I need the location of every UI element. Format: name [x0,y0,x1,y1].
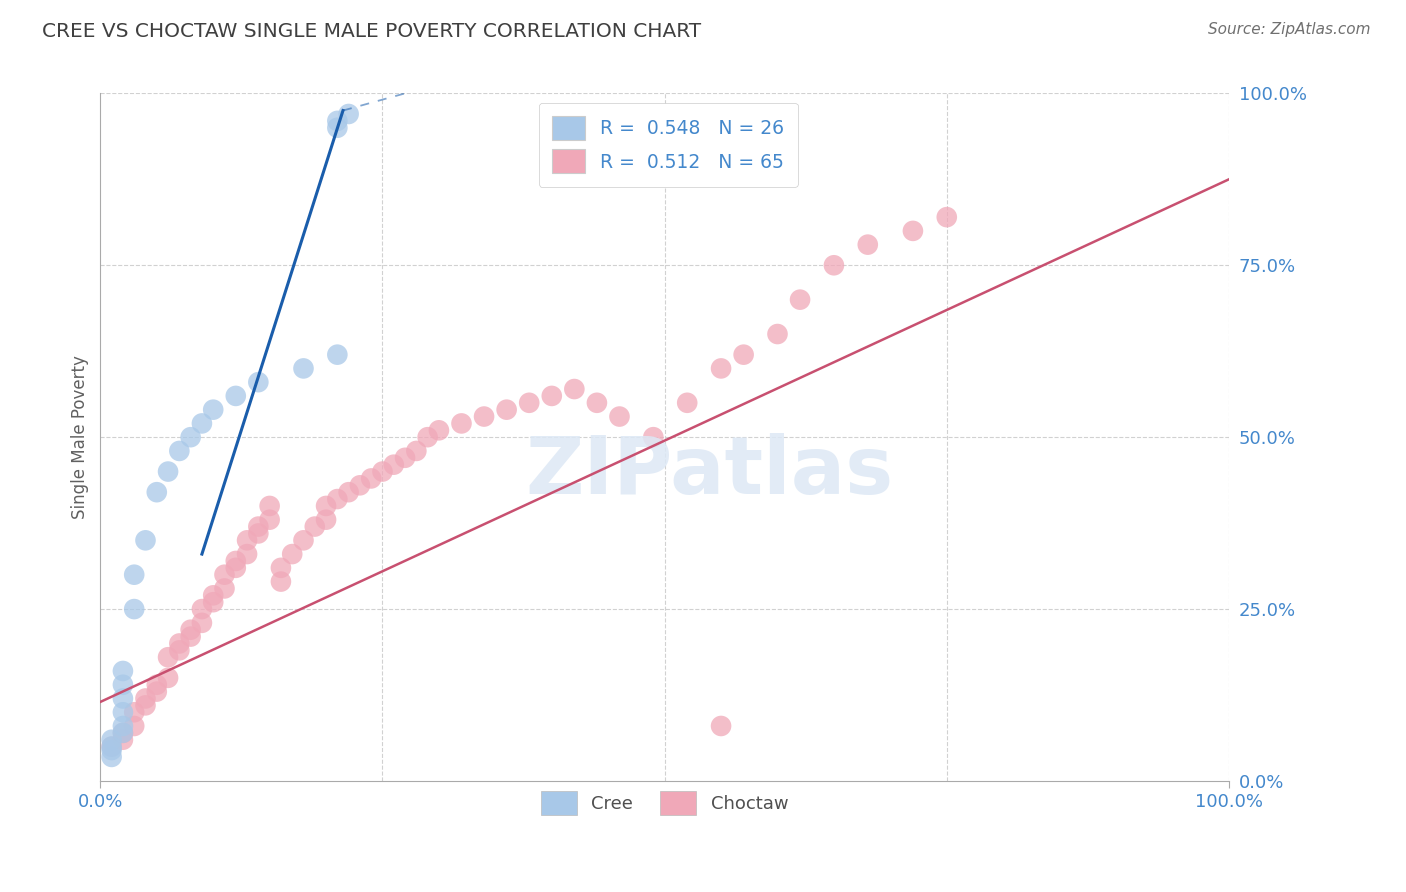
Point [247,519,270,533]
Point [122,567,145,582]
Point [450,417,472,431]
Point [191,602,214,616]
Point [315,499,337,513]
Point [169,444,191,458]
Point [100,750,122,764]
Point [191,417,214,431]
Point [100,743,122,757]
Point [259,513,281,527]
Point [472,409,495,424]
Point [157,650,180,665]
Point [326,113,349,128]
Point [609,409,631,424]
Point [766,326,789,341]
Point [111,691,134,706]
Point [236,547,259,561]
Point [111,732,134,747]
Point [394,450,416,465]
Point [382,458,405,472]
Point [111,678,134,692]
Point [111,719,134,733]
Point [495,402,517,417]
Point [100,732,122,747]
Point [202,588,225,602]
Point [676,396,699,410]
Point [259,499,281,513]
Point [789,293,811,307]
Text: Source: ZipAtlas.com: Source: ZipAtlas.com [1208,22,1371,37]
Point [122,705,145,719]
Point [169,636,191,650]
Point [371,465,394,479]
Point [710,361,733,376]
Point [169,643,191,657]
Point [349,478,371,492]
Point [214,582,236,596]
Point [405,444,427,458]
Point [202,595,225,609]
Point [247,375,270,389]
Legend: Cree, Choctaw: Cree, Choctaw [531,782,797,823]
Point [134,533,156,548]
Point [292,361,315,376]
Point [100,739,122,754]
Text: CREE VS CHOCTAW SINGLE MALE POVERTY CORRELATION CHART: CREE VS CHOCTAW SINGLE MALE POVERTY CORR… [42,22,702,41]
Y-axis label: Single Male Poverty: Single Male Poverty [72,355,89,519]
Point [146,485,169,500]
Point [281,547,304,561]
Point [586,396,609,410]
Point [180,630,202,644]
Point [416,430,439,444]
Point [270,561,292,575]
Point [733,348,755,362]
Point [191,615,214,630]
Point [856,237,879,252]
Point [146,684,169,698]
Point [111,726,134,740]
Point [823,258,845,272]
Point [157,671,180,685]
Point [225,561,247,575]
Point [100,739,122,754]
Point [643,430,665,444]
Point [111,726,134,740]
Point [517,396,540,410]
Point [326,491,349,506]
Point [427,423,450,437]
Point [247,526,270,541]
Point [315,513,337,527]
Point [710,719,733,733]
Point [111,664,134,678]
Point [111,705,134,719]
Point [134,691,156,706]
Point [901,224,924,238]
Point [122,719,145,733]
Point [337,485,360,500]
Point [180,430,202,444]
Point [180,623,202,637]
Point [326,348,349,362]
Point [562,382,585,396]
Point [122,602,145,616]
Point [304,519,326,533]
Point [157,465,180,479]
Point [326,120,349,135]
Point [225,389,247,403]
Point [134,698,156,713]
Text: ZIPatlas: ZIPatlas [526,433,894,510]
Point [360,471,382,485]
Point [146,678,169,692]
Point [292,533,315,548]
Point [270,574,292,589]
Point [214,567,236,582]
Point [225,554,247,568]
Point [337,107,360,121]
Point [540,389,562,403]
Point [202,402,225,417]
Point [236,533,259,548]
Point [935,210,957,224]
